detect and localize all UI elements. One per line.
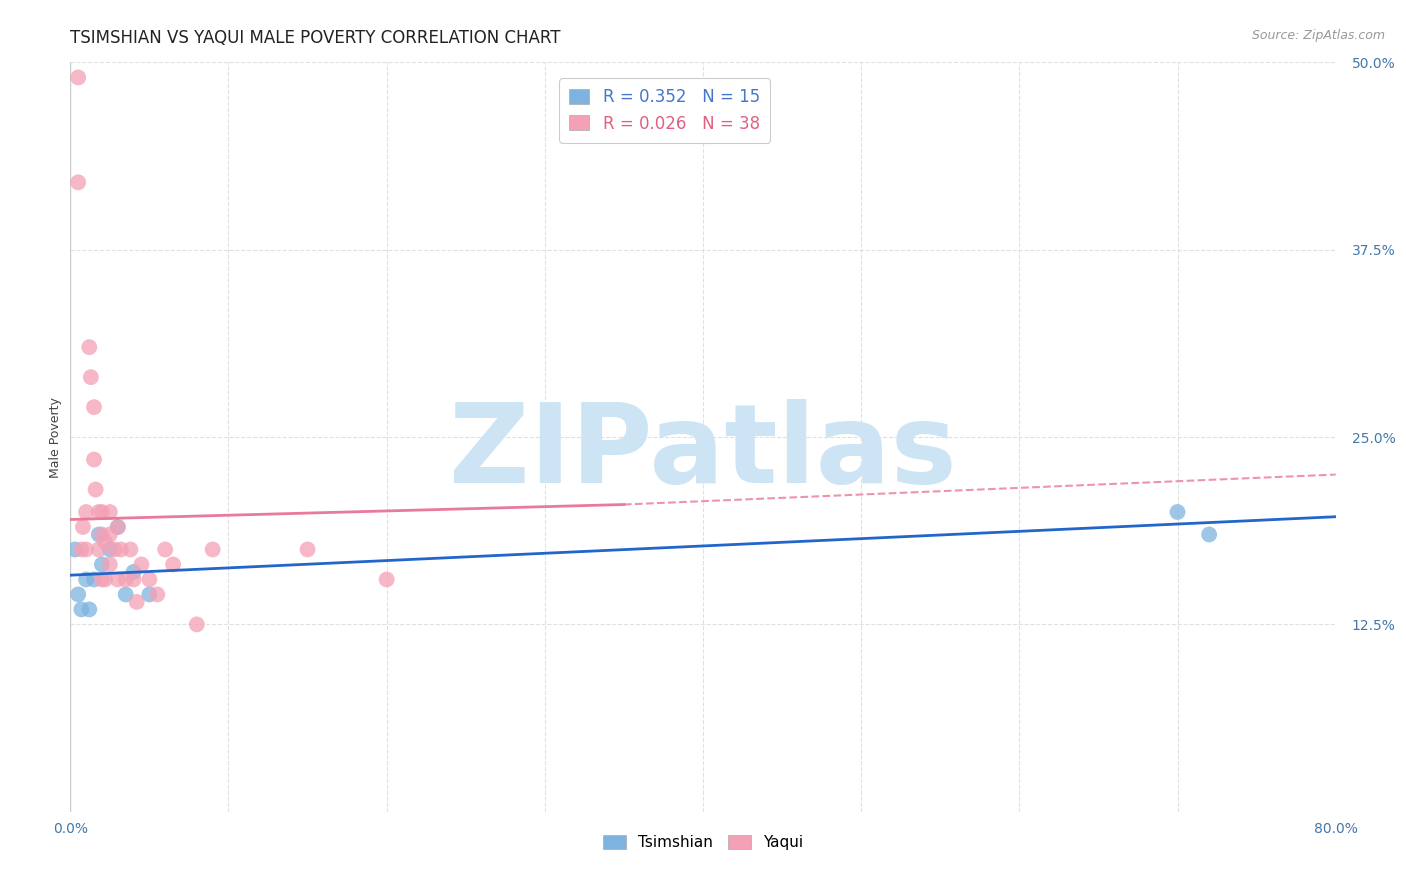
- Point: [90, 527, 114, 541]
- Point: [107, 573, 129, 587]
- Point: [94, 573, 117, 587]
- Point: [138, 573, 160, 587]
- Point: [83, 452, 105, 467]
- Point: [83, 400, 105, 414]
- Point: [1198, 527, 1220, 541]
- Point: [87, 542, 110, 557]
- Point: [98, 558, 121, 572]
- Point: [110, 542, 132, 557]
- Point: [1166, 505, 1188, 519]
- Point: [70, 602, 93, 616]
- Point: [75, 542, 97, 557]
- Point: [75, 573, 97, 587]
- Point: [297, 542, 319, 557]
- Point: [67, 70, 90, 85]
- Point: [122, 573, 145, 587]
- Point: [114, 573, 136, 587]
- Text: Source: ZipAtlas.com: Source: ZipAtlas.com: [1251, 29, 1385, 42]
- Point: [114, 587, 136, 601]
- Point: [90, 505, 114, 519]
- Point: [107, 520, 129, 534]
- Point: [138, 587, 160, 601]
- Point: [79, 340, 101, 354]
- Point: [104, 542, 127, 557]
- Point: [79, 602, 101, 616]
- Point: [67, 175, 90, 189]
- Point: [98, 542, 121, 557]
- Text: TSIMSHIAN VS YAQUI MALE POVERTY CORRELATION CHART: TSIMSHIAN VS YAQUI MALE POVERTY CORRELAT…: [70, 29, 561, 47]
- Point: [120, 542, 142, 557]
- Point: [94, 535, 117, 549]
- Point: [201, 542, 224, 557]
- Text: ZIPatlas: ZIPatlas: [449, 399, 957, 506]
- Point: [90, 558, 114, 572]
- Point: [107, 520, 129, 534]
- Y-axis label: Male Poverty: Male Poverty: [49, 397, 62, 477]
- Point: [153, 542, 177, 557]
- Point: [131, 558, 153, 572]
- Point: [186, 617, 208, 632]
- Point: [122, 565, 145, 579]
- Point: [83, 573, 105, 587]
- Point: [125, 595, 148, 609]
- Point: [72, 520, 94, 534]
- Point: [87, 527, 110, 541]
- Point: [90, 573, 114, 587]
- Point: [98, 505, 121, 519]
- Point: [63, 542, 86, 557]
- Point: [84, 483, 107, 497]
- Point: [87, 505, 110, 519]
- Point: [146, 587, 169, 601]
- Point: [98, 527, 121, 541]
- Legend: Tsimshian, Yaqui: Tsimshian, Yaqui: [596, 830, 810, 856]
- Point: [162, 558, 184, 572]
- Point: [80, 370, 103, 384]
- Point: [375, 573, 398, 587]
- Point: [70, 542, 93, 557]
- Point: [75, 505, 97, 519]
- Point: [67, 587, 90, 601]
